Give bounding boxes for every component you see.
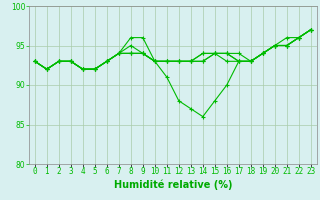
X-axis label: Humidité relative (%): Humidité relative (%): [114, 179, 232, 190]
